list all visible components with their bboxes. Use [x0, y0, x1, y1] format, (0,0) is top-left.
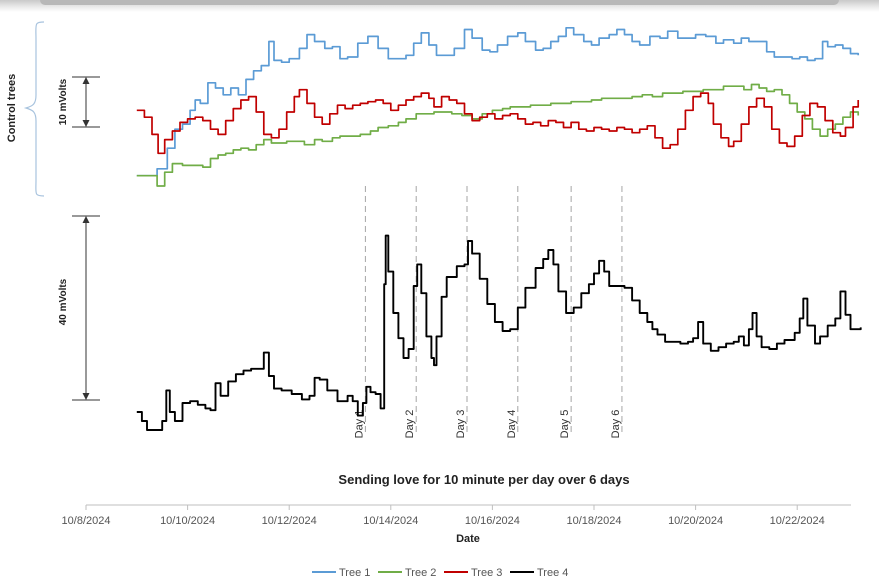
chart-title: Sending love for 10 minute per day over …	[338, 472, 629, 487]
series-line-tree-1	[136, 26, 860, 177]
legend: Tree 1 Tree 2 Tree 3 Tree 4	[312, 567, 568, 579]
legend-label: Tree 3	[471, 567, 502, 579]
scale-label-40mv: 40 mVolts	[58, 278, 69, 325]
day-markers: Day 1 Day 2 Day 3 Day 4 Day 5 Day 6	[353, 186, 623, 439]
x-tick-label: 10/14/2024	[363, 515, 418, 527]
day-marker-label: Day 5	[559, 410, 571, 439]
series-line-tree-4	[136, 234, 862, 431]
day-marker-label: Day 1	[353, 410, 365, 439]
x-tick-label: 10/10/2024	[160, 515, 215, 527]
series-line-tree-3	[136, 88, 860, 155]
scale-bar-40mv	[72, 215, 100, 401]
x-tick-label: 10/8/2024	[62, 515, 111, 527]
day-marker-label: Day 6	[610, 410, 622, 439]
legend-label: Tree 4	[537, 567, 568, 579]
x-tick-label: 10/16/2024	[465, 515, 520, 527]
day-marker-label: Day 3	[455, 410, 467, 439]
series-group	[136, 26, 862, 431]
day-marker-label: Day 2	[404, 410, 416, 439]
x-tick-label: 10/20/2024	[668, 515, 723, 527]
x-tick-label: 10/18/2024	[566, 515, 621, 527]
scale-bar-10mv	[72, 76, 100, 128]
x-axis-label: Date	[456, 533, 480, 545]
scale-label-10mv: 10 mVolts	[58, 78, 69, 125]
control-trees-label: Control trees	[6, 74, 18, 142]
top-shadow-edge	[40, 0, 839, 5]
x-tick-label: 10/12/2024	[262, 515, 317, 527]
control-trees-brace	[23, 21, 45, 197]
x-axis-ticks: 10/8/2024 10/10/2024 10/12/2024 10/14/2024 1…	[62, 505, 825, 527]
top-shadow-band	[0, 0, 879, 12]
x-tick-label: 10/22/2024	[770, 515, 825, 527]
legend-label: Tree 2	[405, 567, 436, 579]
day-marker-label: Day 4	[506, 410, 518, 439]
legend-label: Tree 1	[339, 567, 370, 579]
